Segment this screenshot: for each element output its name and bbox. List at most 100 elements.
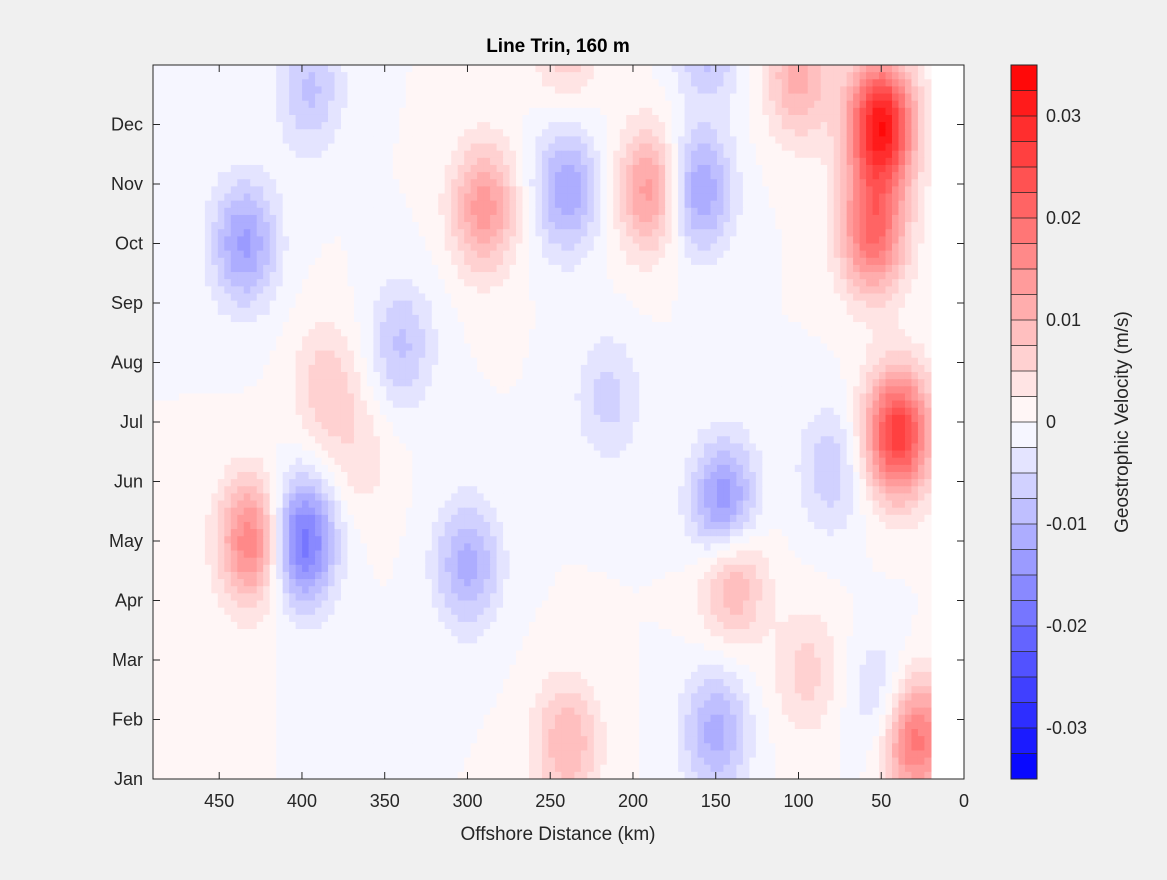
contour-cell <box>645 136 653 145</box>
contour-cell <box>872 329 880 337</box>
contour-cell <box>256 307 264 316</box>
contour-cell <box>431 65 439 73</box>
contour-cell <box>353 164 362 173</box>
contour-cell <box>911 350 919 359</box>
contour-cell <box>898 129 906 137</box>
contour-cell <box>710 236 718 245</box>
contour-cell <box>859 86 867 95</box>
contour-cell <box>807 122 815 130</box>
contour-cell <box>742 136 750 145</box>
contour-cell <box>924 222 932 230</box>
contour-cell <box>879 350 887 359</box>
contour-cell <box>516 236 524 245</box>
contour-cell <box>405 279 413 287</box>
contour-cell <box>729 72 738 80</box>
contour-cell <box>729 100 738 109</box>
contour-cell <box>379 314 387 323</box>
contour-cell <box>490 336 498 345</box>
contour-cell <box>250 207 258 216</box>
contour-cell <box>600 264 608 273</box>
contour-cell <box>768 257 776 266</box>
contour-cell <box>165 307 174 316</box>
contour-cell <box>243 207 251 216</box>
contour-cell <box>904 343 913 352</box>
contour-cell <box>483 79 491 88</box>
contour-cell <box>399 250 407 259</box>
contour-cell <box>567 357 575 366</box>
contour-cell <box>613 157 621 166</box>
contour-cell <box>451 307 459 316</box>
contour-cell <box>211 336 219 345</box>
contour-cell <box>775 236 783 245</box>
contour-cell <box>775 93 783 102</box>
contour-cell <box>451 193 459 202</box>
contour-cell <box>418 236 426 245</box>
contour-cell <box>554 186 562 195</box>
contour-cell <box>204 243 212 252</box>
contour-cell <box>801 107 809 116</box>
contour-cell <box>204 257 212 266</box>
contour-cell <box>885 257 893 266</box>
contour-cell <box>315 243 323 252</box>
contour-cell <box>879 79 887 88</box>
contour-cell <box>379 129 387 137</box>
contour-cell <box>678 293 686 302</box>
contour-cell <box>457 343 465 352</box>
contour-cell <box>807 250 815 259</box>
contour-cell <box>425 279 433 287</box>
contour-cell <box>846 72 854 80</box>
contour-cell <box>496 93 504 102</box>
contour-cell <box>587 300 595 309</box>
contour-cell <box>801 307 809 316</box>
contour-cell <box>768 186 776 195</box>
contour-cell <box>516 229 524 237</box>
contour-cell <box>580 107 588 116</box>
contour-cell <box>593 129 601 137</box>
contour-cell <box>360 350 368 359</box>
contour-cell <box>470 122 478 130</box>
contour-cell <box>704 93 712 102</box>
contour-cell <box>619 179 627 187</box>
contour-cell <box>671 207 679 216</box>
contour-cell <box>911 343 919 352</box>
contour-cell <box>691 214 699 223</box>
contour-cell <box>684 93 692 102</box>
contour-cell <box>775 79 783 88</box>
contour-cell <box>198 172 206 180</box>
contour-cell <box>801 79 809 88</box>
contour-cell <box>444 122 452 130</box>
contour-cell <box>652 193 660 202</box>
contour-cell <box>866 200 874 209</box>
contour-cell <box>814 164 822 173</box>
contour-cell <box>892 200 900 209</box>
contour-cell <box>412 200 420 209</box>
contour-cell <box>444 243 452 252</box>
contour-cell <box>444 293 452 302</box>
contour-cell <box>509 322 517 330</box>
contour-cell <box>593 250 601 259</box>
contour-cell <box>399 222 407 230</box>
contour-cell <box>632 107 640 116</box>
contour-cell <box>373 100 381 109</box>
contour-cell <box>490 229 498 237</box>
contour-cell <box>366 236 374 245</box>
contour-cell <box>678 214 686 223</box>
contour-cell <box>665 129 673 137</box>
contour-fills <box>153 65 932 779</box>
contour-cell <box>438 293 446 302</box>
contour-cell <box>788 193 796 202</box>
contour-cell <box>153 164 161 173</box>
contour-cell <box>736 286 744 295</box>
contour-cell <box>600 293 608 302</box>
contour-cell <box>704 329 712 337</box>
contour-cell <box>191 93 199 102</box>
contour-cell <box>684 279 692 287</box>
contour-cell <box>723 157 731 166</box>
contour-cell <box>853 172 861 180</box>
contour-cell <box>561 150 569 159</box>
contour-cell <box>827 150 835 159</box>
contour-cell <box>528 186 537 195</box>
contour-cell <box>561 93 569 102</box>
contour-cell <box>781 243 789 252</box>
contour-cell <box>840 129 848 137</box>
